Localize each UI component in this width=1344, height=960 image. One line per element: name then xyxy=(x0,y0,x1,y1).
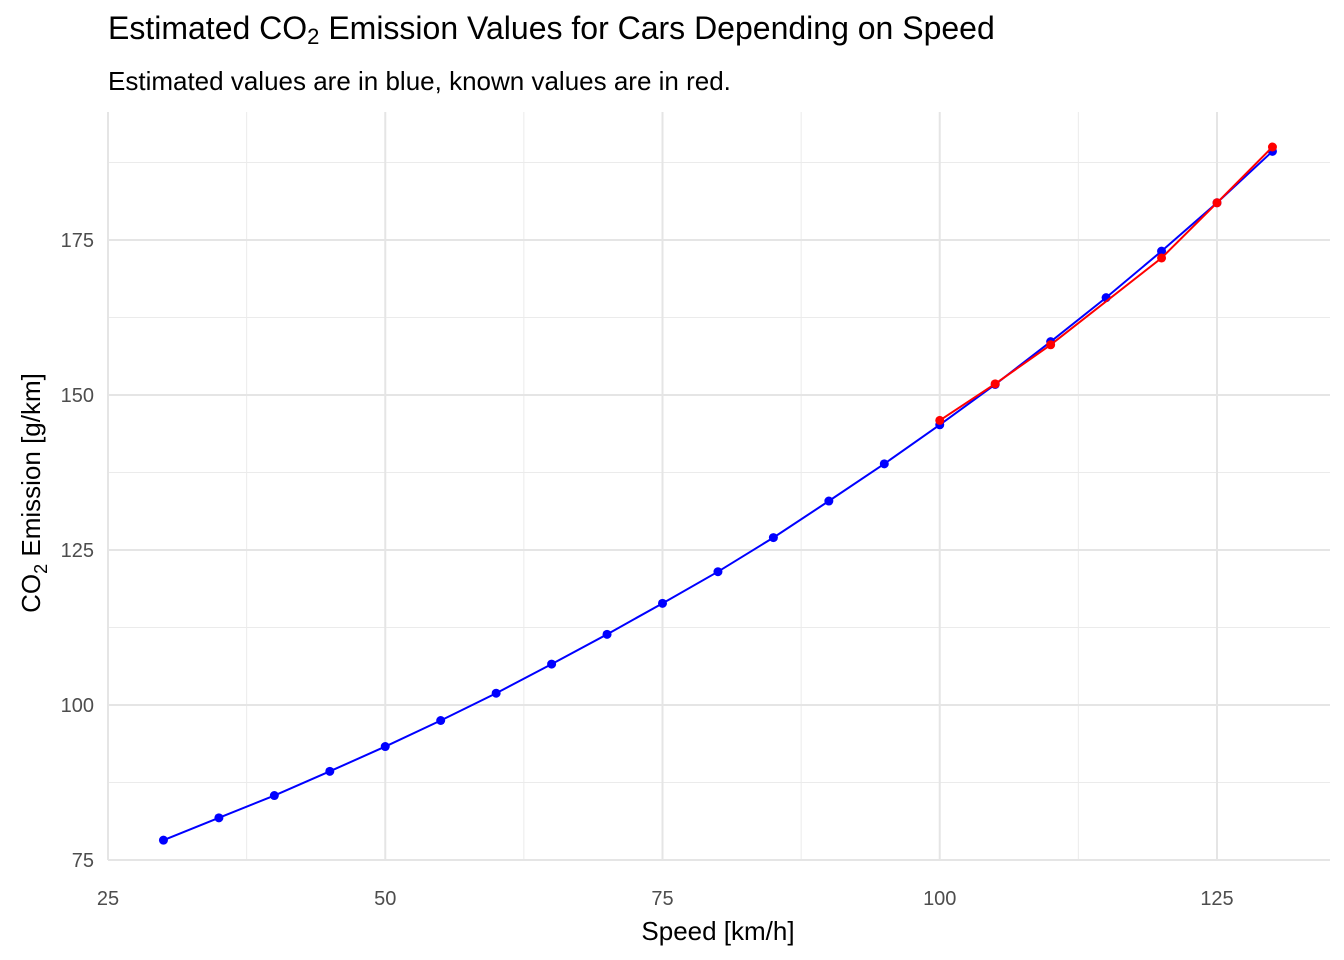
y-tick-label: 125 xyxy=(61,540,94,562)
x-tick-label: 125 xyxy=(1200,888,1233,910)
data-point xyxy=(1157,253,1167,263)
data-point xyxy=(158,835,168,845)
data-point xyxy=(547,659,557,669)
y-tick-label: 175 xyxy=(61,230,94,252)
data-point xyxy=(1046,340,1056,350)
data-point xyxy=(658,598,667,608)
data-point xyxy=(602,629,612,639)
y-axis-title: CO2 Emission [g/km] xyxy=(16,373,51,613)
x-tick-label: 75 xyxy=(651,888,673,910)
minor-gridlines xyxy=(108,112,1330,860)
data-point xyxy=(269,791,279,801)
data-point xyxy=(879,459,889,469)
data-point xyxy=(325,766,335,776)
data-point xyxy=(713,567,723,577)
x-axis-title: Speed [km/h] xyxy=(641,916,794,946)
chart-title: Estimated CO2 Emission Values for Cars D… xyxy=(108,10,995,49)
data-point xyxy=(990,379,1000,389)
y-axis-tick-labels: 75 100 125 150 175 xyxy=(61,230,94,872)
y-tick-label: 75 xyxy=(72,850,94,872)
chart-subtitle: Estimated values are in blue, known valu… xyxy=(108,66,731,96)
series-1 xyxy=(935,142,1277,425)
data-point xyxy=(768,533,778,543)
y-tick-label: 100 xyxy=(61,695,94,717)
x-axis-tick-labels: 25 50 75 100 125 xyxy=(97,888,1234,910)
data-point xyxy=(824,496,834,506)
data-point xyxy=(935,415,945,425)
series-layer xyxy=(158,142,1277,845)
data-point xyxy=(380,742,390,752)
data-point xyxy=(214,813,224,823)
series-line xyxy=(939,146,1274,422)
data-point xyxy=(1157,246,1167,256)
data-point xyxy=(436,716,446,725)
data-point xyxy=(1212,198,1222,208)
data-point xyxy=(1267,142,1277,152)
data-point xyxy=(491,688,501,698)
x-tick-label: 100 xyxy=(923,888,956,910)
x-tick-label: 25 xyxy=(97,888,119,910)
major-gridlines xyxy=(107,112,1330,861)
series-line xyxy=(163,150,1274,842)
x-tick-label: 50 xyxy=(374,888,396,910)
series-0 xyxy=(158,146,1277,845)
y-tick-label: 150 xyxy=(61,385,94,407)
